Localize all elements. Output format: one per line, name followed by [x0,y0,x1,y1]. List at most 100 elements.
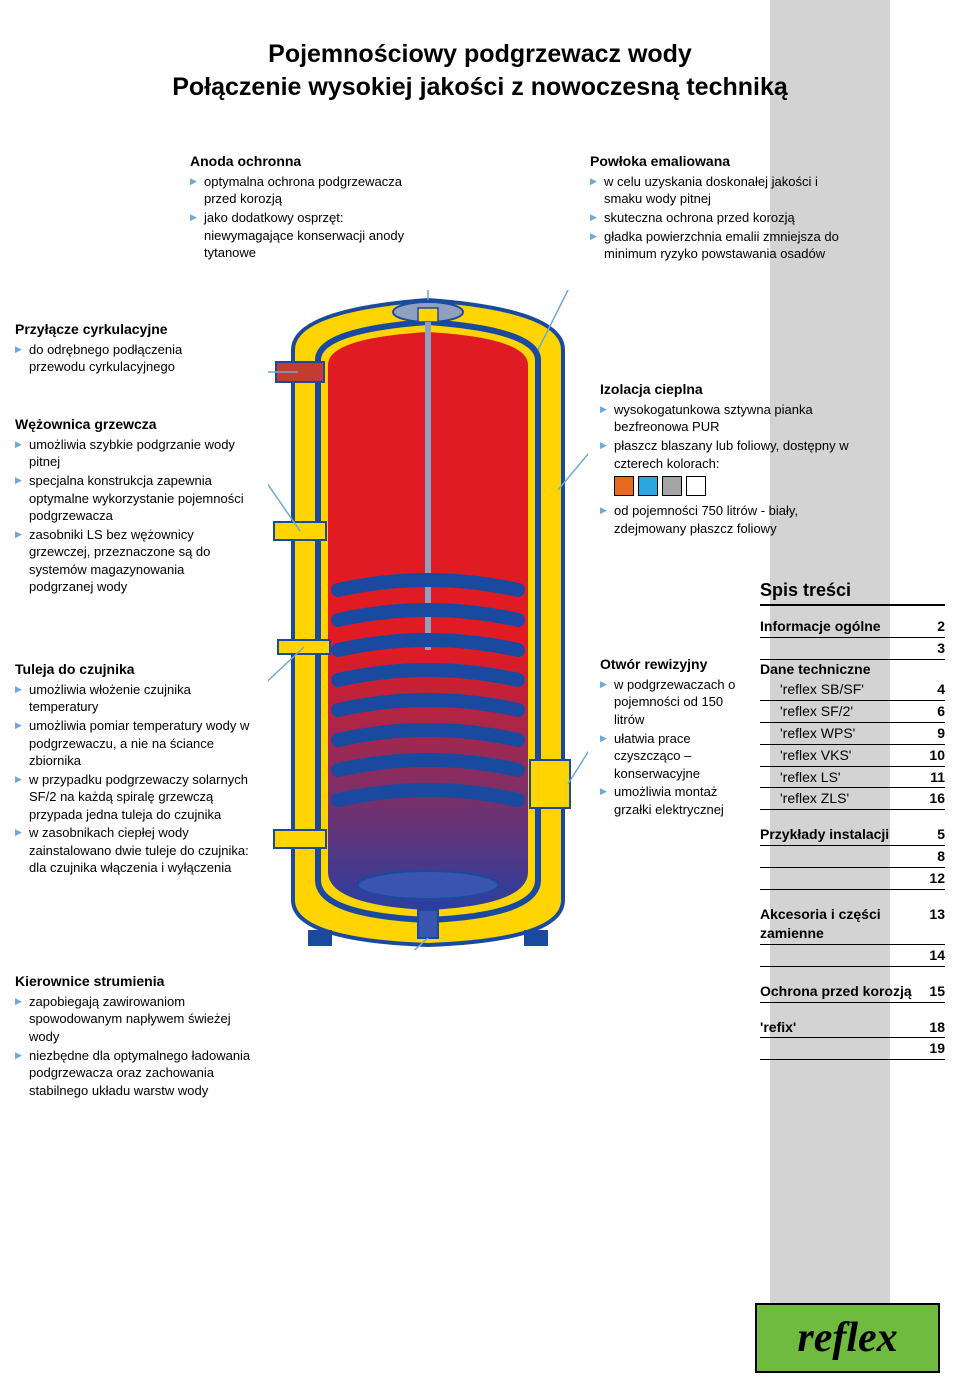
callout-item: umożliwia montaż grzałki elektrycznej [600,783,750,818]
title-line-2: Połączenie wysokiej jakości z nowoczesną… [172,73,788,101]
callout-item: zasobniki LS bez wężownicy grzewczej, pr… [15,526,250,596]
callout-list: w celu uzyskania doskonałej jakości i sm… [590,173,840,263]
callout-heading: Kierownice strumienia [15,972,260,991]
toc-row[interactable]: 14 [760,945,945,967]
toc-page: 5 [937,825,945,844]
page-title: Pojemnościowy podgrzewacz wody Połączeni… [60,38,900,103]
callout-heading: Wężownica grzewcza [15,415,250,434]
toc-label: 'reflex WPS' [780,724,855,743]
toc-section: Dane techniczne [760,660,945,679]
toc-row[interactable]: 'refix'18 [760,1017,945,1039]
toc-page: 4 [937,680,945,699]
toc-label: 'reflex ZLS' [780,789,849,808]
callout-heading: Izolacja cieplna [600,380,860,399]
callout-item: gładka powierzchnia emalii zmniejsza do … [590,228,840,263]
callout-list: umożliwia włożenie czujnika temperaturyu… [15,681,260,877]
callout-list: optymalna ochrona podgrzewacza przed kor… [190,173,410,262]
heater-diagram [268,290,588,950]
toc-label: Informacje ogólne [760,617,881,636]
toc-page: 2 [937,617,945,636]
color-swatch [638,476,658,496]
toc: Spis treści Informacje ogólne 2 3 Dane tech… [760,578,945,1060]
callout-item: zapobiegają zawirowaniom spowodowanym na… [15,993,260,1046]
toc-label: 'reflex LS' [780,768,841,787]
toc-row[interactable]: 12 [760,868,945,890]
callout-przylacze: Przyłącze cyrkulacyjne do odrębnego podł… [15,320,240,377]
callout-list: wysokogatunkowa sztywna pianka bezfreono… [600,401,860,472]
callout-item: niezbędne dla optymalnego ładowania podg… [15,1047,260,1100]
toc-page: 3 [937,639,945,658]
callout-heading: Tuleja do czujnika [15,660,260,679]
toc-row[interactable]: 'reflex SB/SF' 4 [760,679,945,701]
callout-item: specjalna konstrukcja zapewnia optymalne… [15,472,250,525]
toc-label: 'reflex SB/SF' [780,680,864,699]
callout-item: umożliwia pomiar temperatury wody w podg… [15,717,260,770]
toc-row[interactable]: 'reflex ZLS' 16 [760,788,945,810]
toc-row[interactable]: 'reflex LS' 11 [760,767,945,789]
toc-row[interactable]: Przykłady instalacji 5 [760,824,945,846]
toc-page: 13 [929,905,945,943]
toc-row[interactable]: Informacje ogólne 2 [760,616,945,638]
title-line-1: Pojemnościowy podgrzewacz wody [268,40,692,68]
callout-item: do odrębnego podłączenia przewodu cyrkul… [15,341,240,376]
toc-label: Przykłady instalacji [760,825,889,844]
toc-page: 9 [937,724,945,743]
callout-list: do odrębnego podłączenia przewodu cyrkul… [15,341,240,376]
toc-page: 8 [937,847,945,866]
toc-row[interactable]: 'reflex SF/2'6 [760,701,945,723]
toc-row[interactable]: Akcesoria i części zamienne13 [760,904,945,945]
toc-body: Informacje ogólne23Dane techniczne'refle… [760,616,945,1060]
callout-kierownice: Kierownice strumienia zapobiegają zawiro… [15,972,260,1100]
toc-page: 12 [929,869,945,888]
callout-item: optymalna ochrona podgrzewacza przed kor… [190,173,410,208]
callout-izolacja: Izolacja cieplna wysokogatunkowa sztywna… [600,380,860,538]
callout-heading: Powłoka emaliowana [590,152,840,171]
toc-page: 15 [929,982,945,1001]
toc-page: 10 [929,746,945,765]
color-swatch [686,476,706,496]
callout-powloka: Powłoka emaliowana w celu uzyskania dosk… [590,152,840,264]
callout-list: zapobiegają zawirowaniom spowodowanym na… [15,993,260,1099]
callout-item: w podgrzewaczach o pojemności od 150 lit… [600,676,750,729]
callout-list: w podgrzewaczach o pojemności od 150 lit… [600,676,750,818]
toc-label: 'refix' [760,1018,796,1037]
toc-page: 16 [929,789,945,808]
toc-page: 19 [929,1039,945,1058]
toc-row[interactable]: 3 [760,638,945,660]
toc-page: 6 [937,702,945,721]
callout-item: w zasobnikach ciepłej wody zainstalowano… [15,824,260,877]
color-swatch [662,476,682,496]
callout-otwor: Otwór rewizyjny w podgrzewaczach o pojem… [600,655,750,819]
callout-wezownica: Wężownica grzewcza umożliwia szybkie pod… [15,415,250,597]
toc-label: Akcesoria i części zamienne [760,905,929,943]
toc-row[interactable]: 'reflex VKS' 10 [760,745,945,767]
callout-item: od pojemności 750 litrów - biały, zdejmo… [600,502,860,537]
toc-row[interactable]: Ochrona przed korozją 15 [760,981,945,1003]
callout-item: w przypadku podgrzewaczy solarnych SF/2 … [15,771,260,824]
callout-item: umożliwia włożenie czujnika temperatury [15,681,260,716]
toc-row[interactable]: 19 [760,1038,945,1060]
logo-text: reflex [797,1310,897,1367]
callout-item: skuteczna ochrona przed korozją [590,209,840,227]
callout-tuleja: Tuleja do czujnika umożliwia włożenie cz… [15,660,260,878]
heater-svg [268,290,588,950]
callout-heading: Przyłącze cyrkulacyjne [15,320,240,339]
callout-item: umożliwia szybkie podgrzanie wody pitnej [15,436,250,471]
callout-list: od pojemności 750 litrów - biały, zdejmo… [600,502,860,537]
toc-page: 11 [930,768,945,787]
toc-label: 'reflex VKS' [780,746,851,765]
callout-item: wysokogatunkowa sztywna pianka bezfreono… [600,401,860,436]
callout-item: płaszcz blaszany lub foliowy, dostępny w… [600,437,860,472]
callout-item: w celu uzyskania doskonałej jakości i sm… [590,173,840,208]
page: Pojemnościowy podgrzewacz wody Połączeni… [0,0,960,1393]
toc-row[interactable]: 'reflex WPS' 9 [760,723,945,745]
toc-label: Ochrona przed korozją [760,982,912,1001]
callout-heading: Otwór rewizyjny [600,655,750,674]
toc-row[interactable]: 8 [760,846,945,868]
toc-heading: Spis treści [760,578,945,606]
callout-heading: Anoda ochronna [190,152,410,171]
callout-list: umożliwia szybkie podgrzanie wody pitnej… [15,436,250,596]
callout-item: jako dodatkowy osprzęt: niewymagające ko… [190,209,410,262]
color-swatches [614,476,860,496]
reflex-logo: reflex [755,1303,940,1373]
